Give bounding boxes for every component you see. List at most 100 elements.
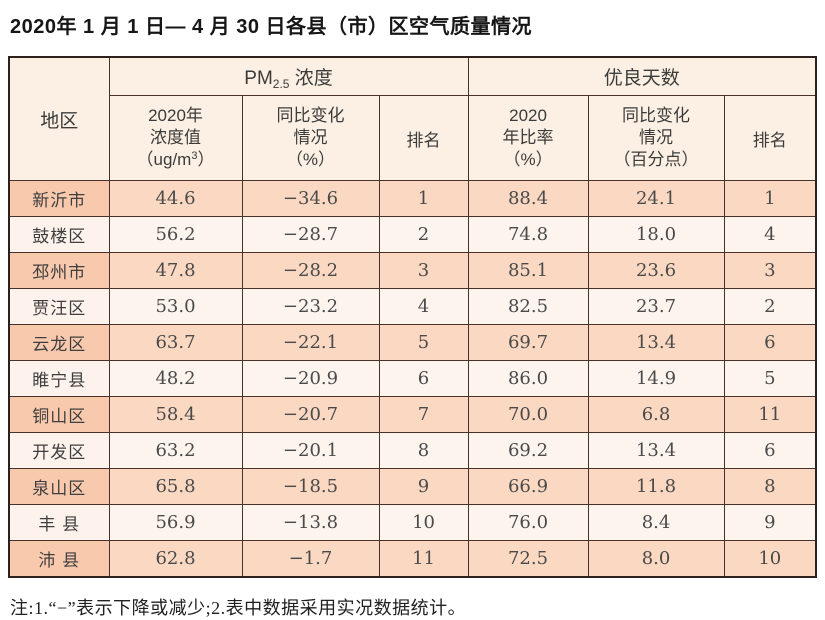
- page-title: 2020年 1 月 1 日— 4 月 30 日各县（市）区空气质量情况: [10, 16, 533, 38]
- ratio-change-cell: 24.1: [587, 180, 725, 217]
- region-cell: 贾汪区: [8, 288, 110, 325]
- ratio-rank-cell: 1: [723, 180, 817, 217]
- pm25-unit-text: （ug/m: [136, 149, 192, 169]
- pm25-cell: 48.2: [108, 360, 243, 397]
- region-cell: 邳州市: [8, 252, 110, 289]
- table-row: 睢宁县 48.2 −20.9 6 86.0 14.9 5: [8, 360, 817, 397]
- pm25-rank-cell: 10: [378, 504, 469, 541]
- pm25-rank-cell: 11: [378, 540, 469, 578]
- ratio-change-cell: 13.4: [587, 432, 725, 469]
- table-row: 鼓楼区 56.2 −28.7 2 74.8 18.0 4: [8, 216, 817, 253]
- pm25-rank-cell: 7: [378, 396, 469, 433]
- region-header-label: 地区: [40, 110, 79, 132]
- pm25-change-cell: −13.8: [241, 504, 380, 541]
- ratio-change-cell: 6.8: [587, 396, 725, 433]
- table-row: 邳州市 47.8 −28.2 3 85.1 23.6 3: [8, 252, 817, 289]
- ratio-cell: 70.0: [467, 396, 589, 433]
- col-header-region: 地区: [8, 56, 110, 181]
- pm25-rank-cell: 1: [378, 180, 469, 217]
- pm25-rank-cell: 3: [378, 252, 469, 289]
- region-cell: 泉山区: [8, 468, 110, 505]
- ratio-cell: 86.0: [467, 360, 589, 397]
- ratio-change-cell: 23.7: [587, 288, 725, 325]
- table-row: 丰 县 56.9 −13.8 10 76.0 8.4 9: [8, 504, 817, 541]
- ratio-change-cell: 8.4: [587, 504, 725, 541]
- region-cell: 沛 县: [8, 540, 110, 578]
- pm25-cell: 56.2: [108, 216, 243, 253]
- table-body: 新沂市 44.6 −34.6 1 88.4 24.1 1 鼓楼区 56.2 −28.7 2 74.8 1…: [8, 180, 817, 578]
- pm25-group-prefix: PM: [244, 68, 273, 89]
- ratio-cell: 82.5: [467, 288, 589, 325]
- ratio-change-line1: 同比变化: [622, 106, 691, 126]
- pm25-cell: 63.2: [108, 432, 243, 469]
- pm25-value-line2: 浓度值: [150, 128, 201, 148]
- pm25-cell: 58.4: [108, 396, 243, 433]
- col-header-pm25-rank: 排名: [378, 95, 469, 181]
- pm25-change-cell: −20.7: [241, 396, 380, 433]
- pm25-change-line2: 情况: [293, 128, 328, 148]
- pm25-change-cell: −23.2: [241, 288, 380, 325]
- ratio-cell: 69.7: [467, 324, 589, 361]
- table-row: 开发区 63.2 −20.1 8 69.2 13.4 6: [8, 432, 817, 469]
- ratio-rank-cell: 5: [723, 360, 817, 397]
- pm25-change-cell: −28.2: [241, 252, 380, 289]
- table-row: 贾汪区 53.0 −23.2 4 82.5 23.7 2: [8, 288, 817, 325]
- ratio-line3: （%）: [503, 149, 553, 169]
- header-group-row: 地区 PM2.5 浓度 优良天数: [8, 56, 817, 181]
- ratio-change-cell: 8.0: [587, 540, 725, 578]
- ratio-cell: 85.1: [467, 252, 589, 289]
- ratio-rank-label: 排名: [752, 130, 787, 150]
- pm25-value-line3: （ug/m3）: [110, 149, 241, 171]
- pm25-cell: 56.9: [108, 504, 243, 541]
- col-header-pm25-change: 同比变化 情况 （%）: [241, 95, 380, 181]
- pm25-rank-cell: 4: [378, 288, 469, 325]
- ratio-line1: 2020: [509, 106, 547, 126]
- ratio-rank-cell: 8: [723, 468, 817, 505]
- table-row: 云龙区 63.7 −22.1 5 69.7 13.4 6: [8, 324, 817, 361]
- region-cell: 睢宁县: [8, 360, 110, 397]
- ratio-rank-cell: 10: [723, 540, 817, 578]
- pm25-unit-superscript: 3: [191, 149, 198, 162]
- pm25-cell: 47.8: [108, 252, 243, 289]
- pm25-group-subscript: 2.5: [272, 77, 290, 91]
- col-header-ratio-change: 同比变化 情况 （百分点）: [587, 95, 725, 181]
- pm25-cell: 53.0: [108, 288, 243, 325]
- col-header-pm25-value: 2020年 浓度值 （ug/m3）: [108, 95, 243, 181]
- ratio-rank-cell: 3: [723, 252, 817, 289]
- ratio-change-cell: 18.0: [587, 216, 725, 253]
- ratio-change-cell: 23.6: [587, 252, 725, 289]
- ratio-line2: 年比率: [502, 128, 554, 148]
- pm25-cell: 65.8: [108, 468, 243, 505]
- pm25-cell: 44.6: [108, 180, 243, 217]
- ratio-change-cell: 11.8: [587, 468, 725, 505]
- pm25-change-cell: −20.1: [241, 432, 380, 469]
- pm25-change-cell: −20.9: [241, 360, 380, 397]
- pm25-value-line1: 2020年: [148, 106, 203, 126]
- ratio-change-cell: 13.4: [587, 324, 725, 361]
- ratio-rank-cell: 2: [723, 288, 817, 325]
- ratio-cell: 88.4: [467, 180, 589, 217]
- table-row: 新沂市 44.6 −34.6 1 88.4 24.1 1: [8, 180, 817, 217]
- pm25-rank-cell: 6: [378, 360, 469, 397]
- ratio-rank-cell: 6: [723, 324, 817, 361]
- ratio-rank-cell: 9: [723, 504, 817, 541]
- good-days-group-label: 优良天数: [603, 68, 680, 89]
- region-cell: 丰 县: [8, 504, 110, 541]
- pm25-change-cell: −1.7: [241, 540, 380, 578]
- region-cell: 开发区: [8, 432, 110, 469]
- ratio-cell: 72.5: [467, 540, 589, 578]
- ratio-cell: 66.9: [467, 468, 589, 505]
- pm25-cell: 63.7: [108, 324, 243, 361]
- footnote: 注:1.“−”表示下降或减少;2.表中数据采用实况数据统计。: [10, 598, 467, 618]
- ratio-rank-cell: 4: [723, 216, 817, 253]
- pm25-change-cell: −18.5: [241, 468, 380, 505]
- pm25-rank-cell: 8: [378, 432, 469, 469]
- pm25-change-cell: −28.7: [241, 216, 380, 253]
- col-group-good-days: 优良天数: [467, 56, 817, 96]
- region-cell: 铜山区: [8, 396, 110, 433]
- ratio-cell: 76.0: [467, 504, 589, 541]
- table-row: 铜山区 58.4 −20.7 7 70.0 6.8 11: [8, 396, 817, 433]
- table-row: 沛 县 62.8 −1.7 11 72.5 8.0 10: [8, 540, 817, 578]
- header-sub-row: 2020年 浓度值 （ug/m3） 同比变化 情况 （%） 排名 2020 年比…: [9, 95, 817, 181]
- pm25-unit-close: ）: [197, 149, 215, 169]
